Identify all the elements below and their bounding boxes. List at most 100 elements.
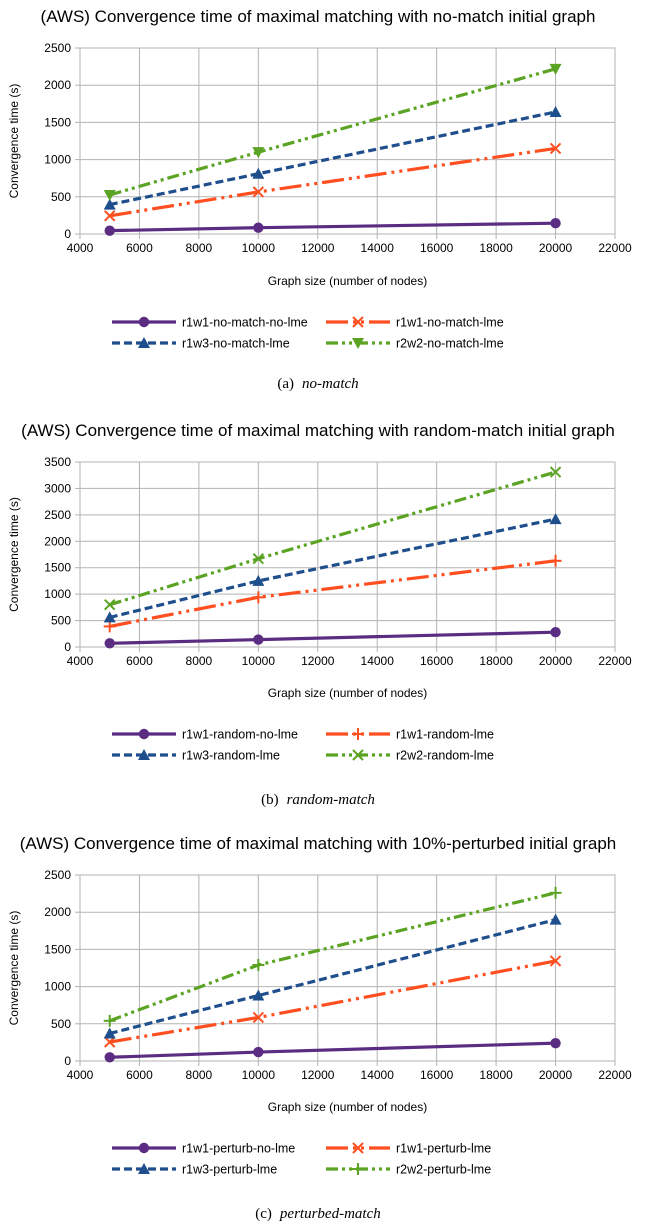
data-point-r1w1-no-match-no-lme — [104, 225, 115, 236]
data-point-r1w3-no-match-lme — [103, 198, 116, 210]
data-point-r2w2-perturb-lme — [103, 1014, 116, 1027]
data-point-r1w3-perturb-lme — [252, 989, 265, 1001]
x-tick-label: 12000 — [301, 654, 335, 668]
series-line-r2w2-random-lme — [109, 470, 557, 607]
x-tick-label: 14000 — [361, 1068, 395, 1082]
y-tick-label: 1500 — [44, 115, 71, 129]
data-point-r1w1-no-match-lme — [549, 142, 562, 155]
data-point-r1w1-perturb-no-lme — [550, 1037, 561, 1049]
legend-label: r2w2-no-match-lme — [396, 337, 504, 351]
x-tick-label: 16000 — [420, 1068, 454, 1082]
data-point-r1w3-no-match-lme — [252, 167, 265, 179]
y-tick-label: 1000 — [44, 980, 71, 994]
x-tick-label: 18000 — [479, 241, 513, 255]
y-tick-label: 1500 — [44, 561, 71, 575]
x-tick-label: 6000 — [126, 241, 153, 255]
legend-label: r1w3-no-match-lme — [182, 337, 290, 351]
data-point-r2w2-no-match-lme — [252, 147, 265, 159]
legend: r1w1-no-match-no-lme r1w1-no-match-lme r1w… — [112, 316, 504, 351]
legend-label: r1w3-random-lme — [182, 749, 280, 763]
series-line-r1w1-no-match-no-lme — [109, 221, 556, 233]
chart-title: (AWS) Convergence time of maximal matchi… — [20, 834, 617, 853]
plot-frame — [79, 874, 616, 1062]
data-point-r1w1-no-match-lme — [252, 186, 265, 198]
x-tick-label: 10000 — [242, 654, 276, 668]
plot-frame — [79, 461, 616, 648]
y-tick-label: 500 — [51, 190, 71, 204]
data-point-r1w1-perturb-lme — [549, 955, 562, 967]
legend-marker — [138, 1142, 150, 1154]
x-tick-label: 16000 — [420, 654, 454, 668]
chart-3: (AWS) Convergence time of maximal matchi… — [7, 834, 632, 1222]
figure-caption: (a) no-match — [277, 376, 358, 392]
chart-title: (AWS) Convergence time of maximal matchi… — [21, 421, 615, 440]
data-point-r1w1-no-match-no-lme — [253, 222, 264, 233]
x-tick-label: 18000 — [479, 654, 513, 668]
data-point-r1w1-perturb-lme — [252, 1011, 265, 1024]
figure-caption: (c) perturbed-match — [255, 1206, 380, 1222]
x-tick-label: 20000 — [539, 1068, 573, 1082]
data-point-r1w1-random-lme — [252, 591, 265, 604]
series-line-r1w3-no-match-lme — [109, 110, 556, 207]
series-line-r1w1-no-match-lme — [109, 146, 556, 218]
x-tick-label: 14000 — [361, 654, 395, 668]
data-point-r1w1-random-no-lme — [253, 634, 264, 645]
data-point-r1w1-no-match-lme — [104, 210, 116, 222]
data-point-r1w3-random-lme — [252, 574, 265, 586]
y-tick-label: 1500 — [44, 942, 71, 956]
y-axis-label: Convergence time (s) — [7, 911, 21, 1026]
data-point-r2w2-no-match-lme — [549, 63, 562, 75]
data-point-r2w2-no-match-lme — [103, 189, 116, 201]
x-tick-label: 20000 — [539, 241, 573, 255]
data-point-r1w1-perturb-lme — [104, 1036, 116, 1048]
x-tick-label: 14000 — [361, 241, 395, 255]
legend-label: r2w2-perturb-lme — [396, 1163, 491, 1177]
y-tick-label: 2500 — [44, 868, 71, 882]
data-point-r1w3-perturb-lme — [103, 1027, 116, 1039]
data-point-r1w1-no-match-no-lme — [550, 218, 561, 229]
y-tick-label: 1000 — [44, 153, 71, 167]
legend-label: r2w2-random-lme — [396, 749, 494, 763]
y-tick-label: 500 — [51, 614, 71, 628]
series-line-r1w3-random-lme — [109, 517, 556, 619]
legend-label: r1w3-perturb-lme — [182, 1163, 277, 1177]
series-line-r1w3-perturb-lme — [109, 918, 556, 1036]
data-point-r2w2-perturb-lme — [549, 886, 562, 899]
legend-marker — [138, 728, 150, 740]
figure-caption: (b) random-match — [261, 792, 375, 808]
data-point-r1w3-random-lme — [103, 611, 116, 623]
x-tick-label: 6000 — [126, 1068, 153, 1082]
legend-marker — [352, 749, 364, 761]
data-point-r1w3-no-match-lme — [549, 105, 562, 117]
legend: r1w1-random-no-lme r1w1-random-lme r1w3-ra… — [112, 728, 494, 763]
x-tick-label: 20000 — [539, 654, 573, 668]
x-tick-label: 18000 — [479, 1068, 513, 1082]
chart-2: (AWS) Convergence time of maximal matchi… — [7, 421, 632, 808]
x-tick-label: 22000 — [598, 654, 632, 668]
x-tick-label: 22000 — [598, 1068, 632, 1082]
data-point-r2w2-random-lme — [104, 599, 116, 611]
chart-title: (AWS) Convergence time of maximal matchi… — [41, 7, 596, 26]
y-tick-label: 2500 — [44, 41, 71, 55]
legend-marker — [138, 749, 150, 760]
data-point-r1w1-random-no-lme — [550, 627, 561, 638]
caption-label: (a) — [277, 376, 294, 392]
x-tick-label: 6000 — [126, 654, 153, 668]
caption-label: (c) — [255, 1206, 272, 1222]
x-tick-label: 10000 — [242, 1068, 276, 1082]
legend-marker — [352, 728, 364, 740]
series-line-r1w1-random-no-lme — [109, 630, 556, 645]
x-axis-label: Graph size (number of nodes) — [268, 686, 427, 700]
x-tick-label: 10000 — [242, 241, 276, 255]
y-tick-label: 0 — [64, 227, 71, 241]
plot-frame — [79, 47, 616, 235]
y-tick-label: 2000 — [44, 78, 71, 92]
legend-marker — [352, 316, 364, 328]
data-point-r1w1-random-lme — [549, 554, 562, 567]
caption-text: perturbed-match — [279, 1206, 381, 1222]
y-tick-label: 3500 — [44, 455, 71, 469]
x-tick-label: 8000 — [186, 654, 213, 668]
legend-label: r1w1-random-lme — [396, 728, 494, 742]
data-point-r2w2-random-lme — [252, 553, 265, 565]
